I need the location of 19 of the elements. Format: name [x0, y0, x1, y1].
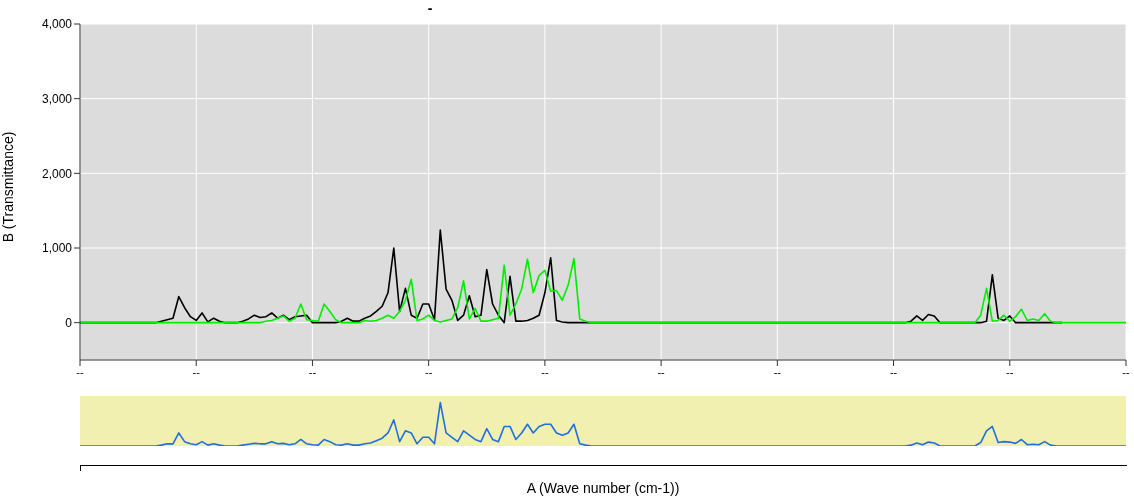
- y-tick-label: 1,000: [41, 241, 73, 256]
- y-tick-label: 3,000: [41, 91, 73, 106]
- x-tick-label: --: [657, 365, 666, 378]
- line-series: [80, 257, 1126, 324]
- x-tick-label: --: [1122, 365, 1130, 378]
- y-tick-label: 2,000: [41, 166, 73, 181]
- x-tick-label: --: [889, 365, 898, 378]
- x-tick-label: --: [76, 365, 84, 378]
- y-tick-label: 0: [65, 315, 73, 330]
- x-tick-label: --: [773, 365, 782, 378]
- x-tick-label: --: [192, 365, 201, 378]
- chart-title: -: [426, 0, 434, 16]
- x-tick-label: --: [308, 365, 317, 378]
- x-tick-label: --: [541, 365, 549, 378]
- y-axis-title: B (Transmittance): [0, 131, 16, 243]
- y-tick-label: 4,000: [41, 17, 73, 32]
- x-tick-label: --: [1006, 365, 1014, 378]
- x-tick-label: --: [425, 365, 433, 378]
- x-axis-title: A (Wave number (cm-1)): [525, 480, 681, 496]
